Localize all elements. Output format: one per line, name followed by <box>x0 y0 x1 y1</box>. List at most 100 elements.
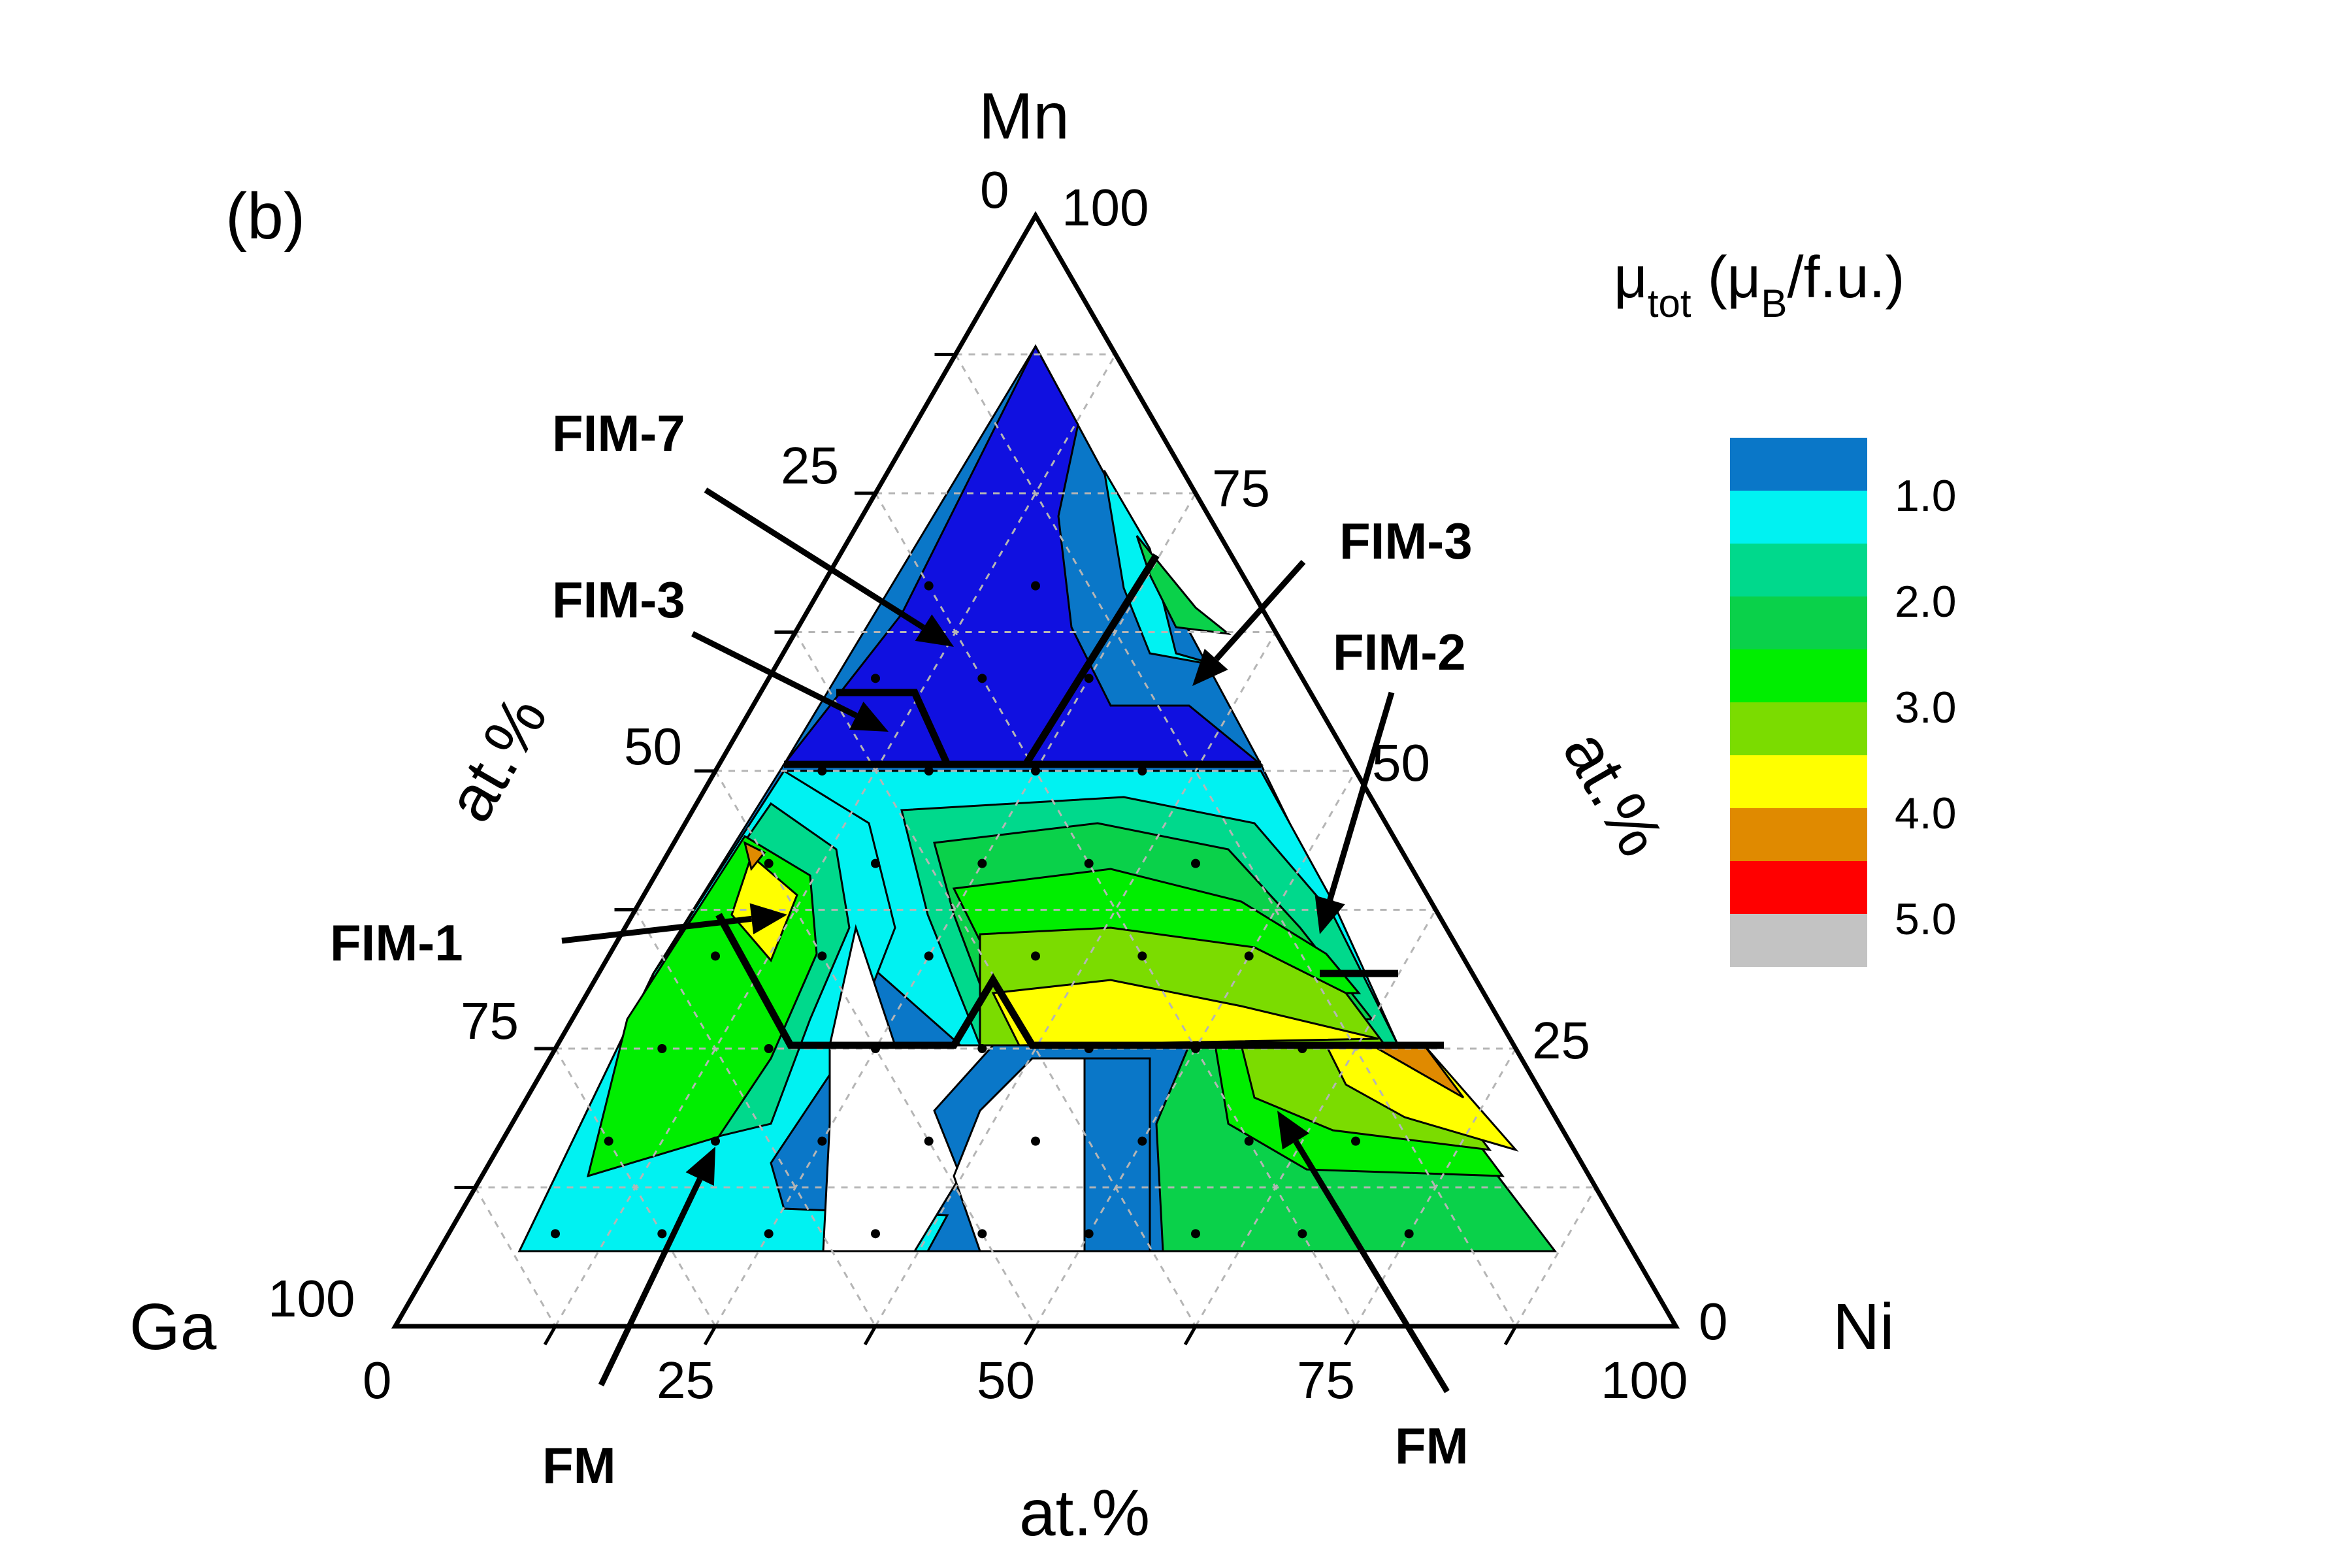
data-point <box>977 1044 987 1053</box>
legend-title: μtot (μB/f.u.) <box>1614 245 1905 325</box>
boundary-fim3-right <box>1022 553 1160 766</box>
data-point <box>604 1136 613 1146</box>
tick-mark-bottom <box>543 1325 557 1346</box>
axis-label-left: at.% <box>433 684 561 834</box>
colorbar-swatch <box>1730 491 1867 544</box>
data-point <box>871 674 880 683</box>
data-point <box>1031 766 1040 776</box>
region-hole-2 <box>822 1044 996 1252</box>
tick-mark-bottom <box>1503 1325 1518 1346</box>
tick-bottom-0: 0 <box>363 1351 392 1409</box>
tick-right-0: 0 <box>1699 1292 1728 1350</box>
data-point <box>657 1044 667 1053</box>
vertex-label-ga: Ga <box>129 1290 217 1364</box>
tick-left-50: 50 <box>624 717 682 776</box>
tick-left-25: 25 <box>781 436 839 495</box>
data-point <box>1084 1229 1094 1239</box>
colorbar-swatch <box>1730 649 1867 702</box>
colorbar-swatch <box>1730 861 1867 914</box>
phase-arrows <box>561 487 1450 1394</box>
arrow-head <box>749 903 787 935</box>
panel-label: (b) <box>225 180 305 253</box>
colorbar-swatch <box>1730 544 1867 596</box>
tick-left-75: 75 <box>461 992 519 1050</box>
tick-right-100: 100 <box>1062 178 1149 237</box>
arrow-fim7 <box>704 487 954 647</box>
grid-line <box>955 353 1517 1327</box>
grid-line <box>794 631 1197 1327</box>
grid-line <box>1194 909 1437 1327</box>
tick-mark-bottom <box>1343 1325 1358 1346</box>
tick-right-50: 50 <box>1372 734 1430 792</box>
tick-marks <box>454 353 1608 1346</box>
region-left-orange <box>743 841 766 872</box>
data-point <box>1084 674 1094 683</box>
arrow-fm-r <box>1277 1111 1450 1394</box>
phase-label-fim1: FIM-1 <box>330 914 463 972</box>
data-point <box>764 1044 774 1053</box>
phase-label-fm-l: FM <box>542 1437 616 1494</box>
arrow-fim3-l <box>691 630 889 732</box>
tick-bottom-100: 100 <box>1601 1351 1688 1409</box>
data-point <box>871 1044 880 1053</box>
arrow-head <box>1277 1111 1309 1150</box>
data-point <box>924 581 934 591</box>
arrow-head <box>849 701 889 732</box>
arrow-head <box>685 1147 715 1186</box>
phase-label-fim3-r: FIM-3 <box>1339 512 1473 570</box>
data-point <box>924 766 934 776</box>
colorbar-swatch <box>1730 914 1867 967</box>
tick-left-100: 100 <box>268 1269 355 1328</box>
data-point <box>764 1229 774 1239</box>
tick-mark-right <box>1514 1047 1528 1068</box>
tick-mark-right <box>1114 353 1128 374</box>
vertex-label-ni: Ni <box>1833 1290 1894 1364</box>
colorbar-swatch <box>1730 808 1867 861</box>
data-point <box>977 674 987 683</box>
colorbar <box>1730 438 1867 967</box>
arrow-fim1 <box>561 903 787 944</box>
vertex-label-mn: Mn <box>979 80 1070 153</box>
data-point <box>1137 766 1147 776</box>
data-point <box>871 858 880 868</box>
grid-line <box>474 1186 557 1327</box>
data-point <box>1084 858 1094 868</box>
data-point <box>1244 1136 1254 1146</box>
contour-regions <box>517 344 1558 1252</box>
arrow-shaft <box>1214 559 1306 662</box>
arrow-fim2 <box>1315 691 1395 934</box>
data-point <box>764 858 774 868</box>
data-point <box>1137 1136 1147 1146</box>
tick-mark-bottom <box>863 1325 877 1346</box>
region-top-blue <box>781 344 1264 766</box>
colorbar-swatch <box>1730 438 1867 491</box>
arrow-fim3-r <box>1192 559 1306 686</box>
data-point <box>1031 951 1040 961</box>
data-point <box>1084 1044 1094 1053</box>
tick-mark-right <box>1434 909 1448 929</box>
data-point <box>1404 1229 1414 1239</box>
region-mid-yellow <box>991 979 1379 1047</box>
data-point <box>1191 858 1200 868</box>
arrow-fm-l <box>598 1147 715 1386</box>
data-point <box>711 951 720 961</box>
grid-line <box>554 1048 717 1327</box>
tick-mark-right <box>1594 1186 1608 1207</box>
boundary-fim1 <box>715 913 1444 1049</box>
tick-mark-bottom <box>703 1325 717 1346</box>
grid-line <box>874 631 1277 1327</box>
colorbar-swatch <box>1730 755 1867 808</box>
legend-tick-2: 2.0 <box>1895 577 1957 627</box>
legend-tick-4: 4.0 <box>1895 789 1957 838</box>
tick-right-25: 25 <box>1532 1011 1590 1070</box>
region-right-hole <box>953 1057 1086 1252</box>
arrow-head <box>1192 649 1228 686</box>
boundary-fim3-left <box>836 689 951 766</box>
arrow-shaft <box>704 487 925 630</box>
tick-mark-right <box>1274 631 1288 651</box>
tick-mark-bottom <box>1023 1325 1037 1346</box>
data-point <box>817 766 827 776</box>
grid-line <box>1514 1186 1597 1327</box>
data-point <box>657 1229 667 1239</box>
